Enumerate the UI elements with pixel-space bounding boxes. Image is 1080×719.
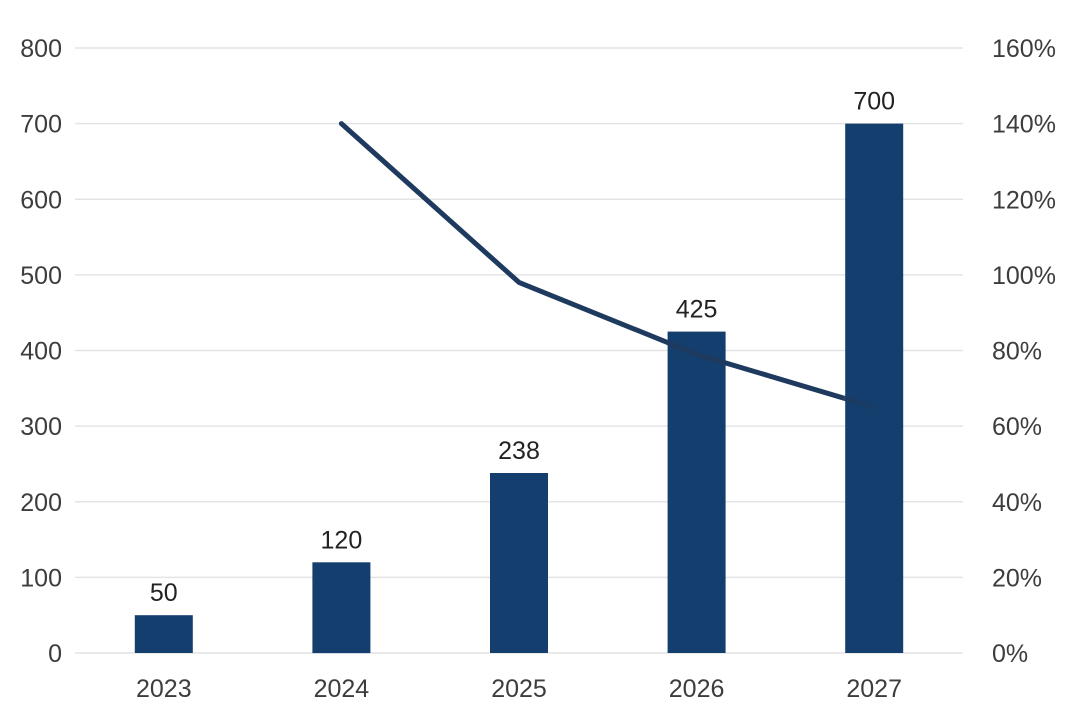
x-axis-tick-label: 2024	[314, 675, 370, 703]
bar	[490, 473, 548, 653]
y-axis-right-tick-label: 120%	[992, 186, 1056, 214]
bar	[312, 562, 371, 654]
y-axis-left-tick-label: 100	[20, 564, 62, 592]
y-axis-right-tick-label: 20%	[992, 564, 1042, 592]
x-axis-tick-label: 2026	[669, 675, 725, 703]
y-axis-right-tick-label: 40%	[992, 489, 1042, 517]
bar-value-label: 700	[853, 88, 895, 116]
y-axis-left-tick-label: 800	[20, 35, 62, 63]
y-axis-left-tick-label: 200	[20, 489, 62, 517]
y-axis-left-tick-label: 0	[48, 640, 62, 668]
y-axis-left-tick-label: 700	[20, 111, 62, 139]
y-axis-right-tick-label: 140%	[992, 111, 1056, 139]
bar	[134, 615, 193, 653]
y-axis-right-tick-label: 60%	[992, 413, 1042, 441]
y-axis-right-tick-label: 100%	[992, 262, 1056, 290]
y-axis-right-tick-label: 80%	[992, 338, 1042, 366]
bar-value-label: 50	[150, 579, 178, 607]
bar-value-label: 425	[676, 296, 718, 324]
y-axis-right-tick-label: 0%	[992, 640, 1028, 668]
x-axis-tick-label: 2027	[846, 675, 902, 703]
x-axis-tick-label: 2025	[491, 675, 547, 703]
growth-line	[338, 121, 877, 410]
x-axis-tick-label: 2023	[136, 675, 192, 703]
bar-value-label: 238	[498, 437, 540, 465]
bar-value-label: 120	[321, 526, 363, 554]
bar	[667, 331, 726, 653]
y-axis-left-tick-label: 500	[20, 262, 62, 290]
y-axis-left-tick-label: 400	[20, 338, 62, 366]
y-axis-left-tick-label: 300	[20, 413, 62, 441]
y-axis-left-tick-label: 600	[20, 186, 62, 214]
bar	[845, 123, 904, 654]
y-axis-right-tick-label: 160%	[992, 35, 1056, 63]
